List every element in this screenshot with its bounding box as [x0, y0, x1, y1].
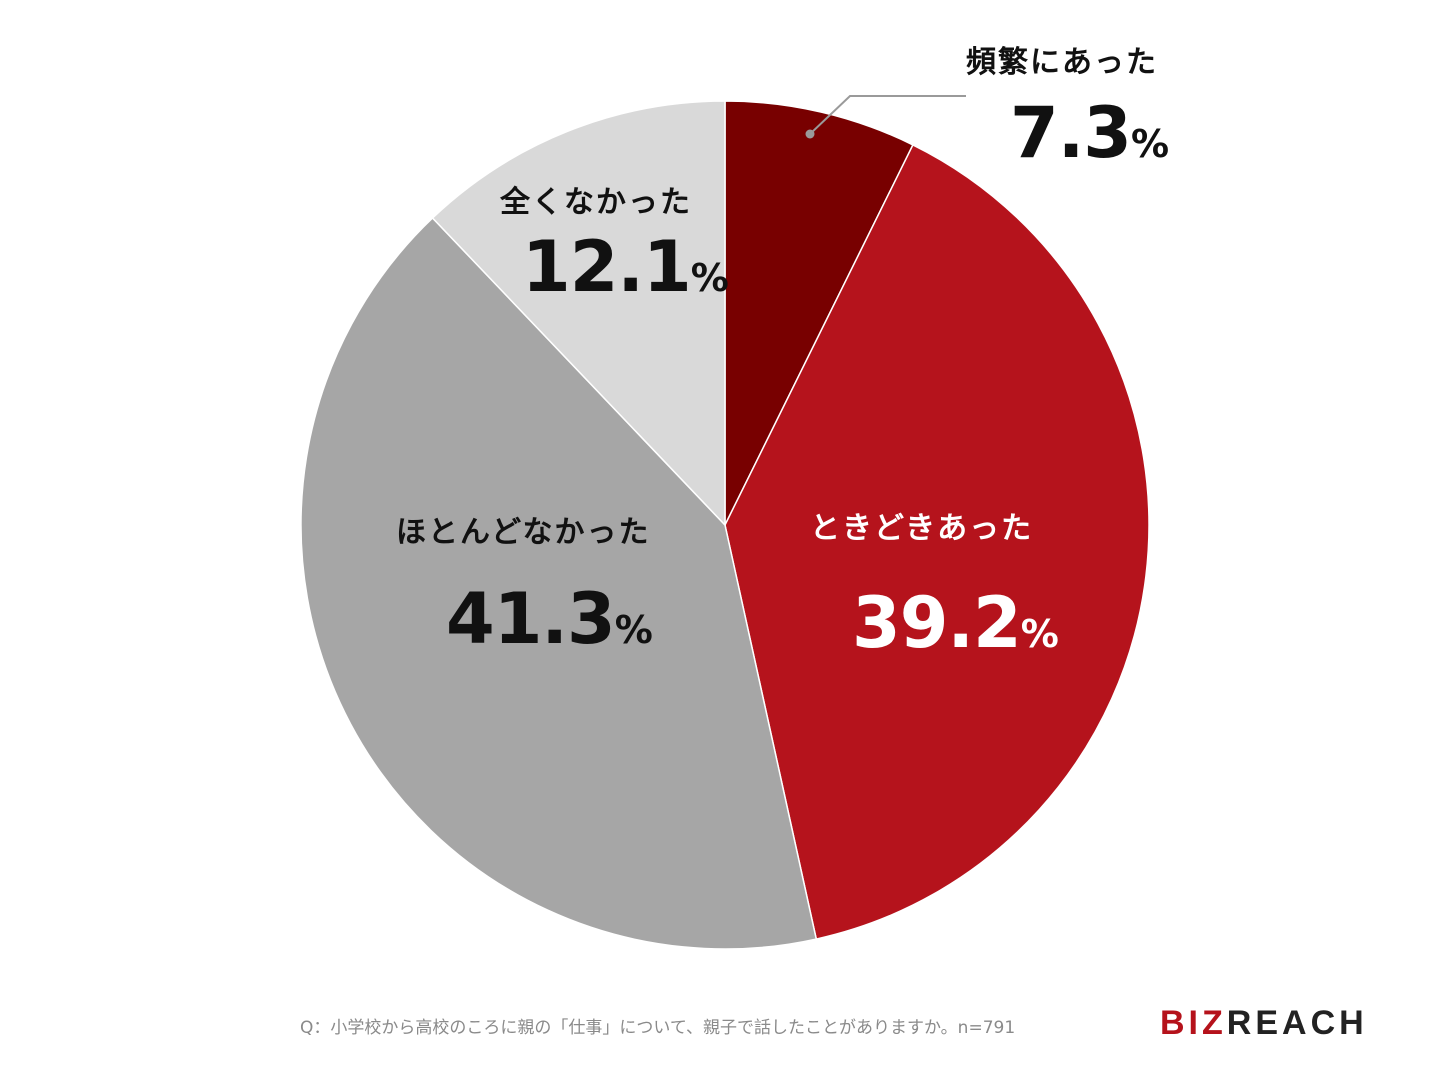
pie-slices: [300, 100, 1150, 950]
value-number: 12.1: [522, 226, 692, 308]
slice-rarely: [300, 216, 818, 950]
value-unit: %: [690, 256, 729, 300]
leader-line-frequent: [805, 95, 966, 139]
slice-label-never: 全くなかった: [500, 185, 692, 220]
slice-label-rarely: ほとんどなかった: [396, 515, 651, 550]
slice-value-rarely: 41.3%: [446, 584, 653, 654]
slice-value-frequent: 7.3%: [1010, 98, 1169, 168]
bizreach-logo: BIZREACH: [1160, 1004, 1368, 1043]
slice-frequent: [724, 100, 914, 526]
slice-value-never: 12.1%: [522, 232, 729, 302]
slice-label-frequent: 頻繁にあった: [966, 45, 1158, 80]
value-unit: %: [1131, 122, 1170, 166]
value-number: 7.3: [1010, 92, 1132, 174]
slice-never: [431, 100, 726, 527]
value-number: 41.3: [446, 578, 616, 660]
value-unit: %: [614, 608, 653, 652]
logo-part-biz: BIZ: [1160, 1004, 1227, 1042]
value-unit: %: [1020, 612, 1059, 656]
value-number: 39.2: [852, 582, 1022, 664]
slice-sometimes: [724, 143, 1150, 940]
slice-label-sometimes: ときどきあった: [810, 511, 1034, 546]
slice-value-sometimes: 39.2%: [852, 588, 1059, 658]
logo-part-reach: REACH: [1226, 1004, 1368, 1042]
survey-question: Q：小学校から高校のころに親の「仕事」について、親子で話したことがありますか。n…: [300, 1018, 1016, 1038]
